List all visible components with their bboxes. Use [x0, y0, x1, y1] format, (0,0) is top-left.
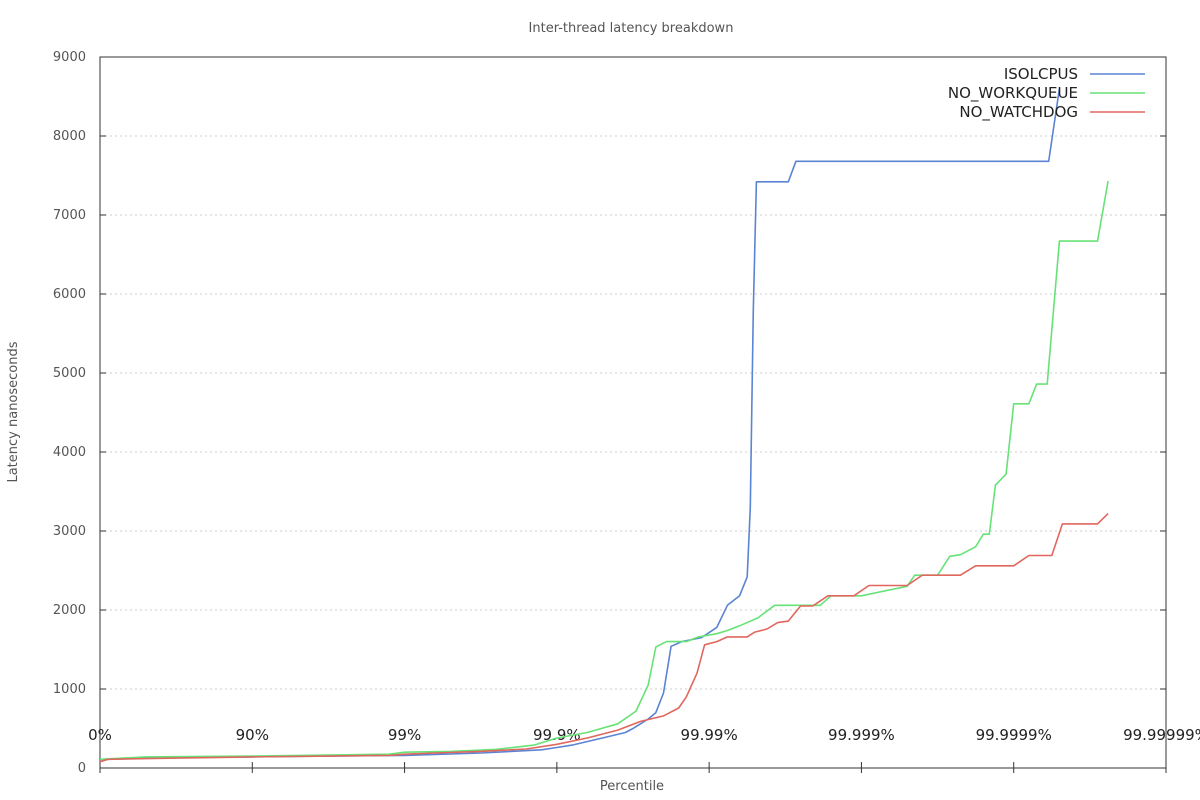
series-lines [99, 88, 1109, 763]
y-axis-label: Latency nanoseconds [6, 341, 21, 482]
y-tick-label: 4000 [53, 445, 86, 460]
y-tick-label: 1000 [53, 682, 86, 697]
plot-frame [99, 56, 1167, 769]
x-tick-label: 0% [88, 726, 112, 744]
x-axis-label: Percentile [600, 779, 664, 794]
y-tick-label: 8000 [53, 129, 86, 144]
y-tick-label: 0 [78, 761, 86, 776]
series-line-isolcpus [99, 88, 1061, 763]
legend-label: NO_WATCHDOG [959, 103, 1078, 122]
chart-title: Inter-thread latency breakdown [529, 21, 734, 36]
x-tick-label: 99.9999% [976, 726, 1052, 744]
x-tick-label: 99.999% [828, 726, 895, 744]
series-line-no-watchdog [99, 513, 1109, 763]
y-axis-ticks: 0 1000 2000 3000 4000 5000 6000 7000 8000 9000 [53, 50, 1166, 776]
y-tick-label: 6000 [53, 287, 86, 302]
x-tick-label: 99.99999% [1123, 726, 1200, 744]
legend-label: ISOLCPUS [1004, 65, 1078, 83]
x-tick-label: 99.99% [681, 726, 738, 744]
y-tick-label: 3000 [53, 524, 86, 539]
x-axis-ticks: 0% 90% 99% 99.9% 99.99% 99.999% 99.9999% 99.999… [88, 726, 1200, 773]
y-tick-label: 9000 [53, 50, 86, 65]
y-tick-label: 5000 [53, 366, 86, 381]
y-tick-label: 2000 [53, 603, 86, 618]
gridlines [100, 135, 1166, 690]
series-line-no-workqueue [99, 180, 1109, 761]
x-tick-label: 99.9% [533, 726, 581, 744]
x-tick-label: 99% [388, 726, 421, 744]
x-tick-label: 90% [236, 726, 269, 744]
legend-label: NO_WORKQUEUE [948, 84, 1078, 103]
y-tick-label: 7000 [53, 208, 86, 223]
